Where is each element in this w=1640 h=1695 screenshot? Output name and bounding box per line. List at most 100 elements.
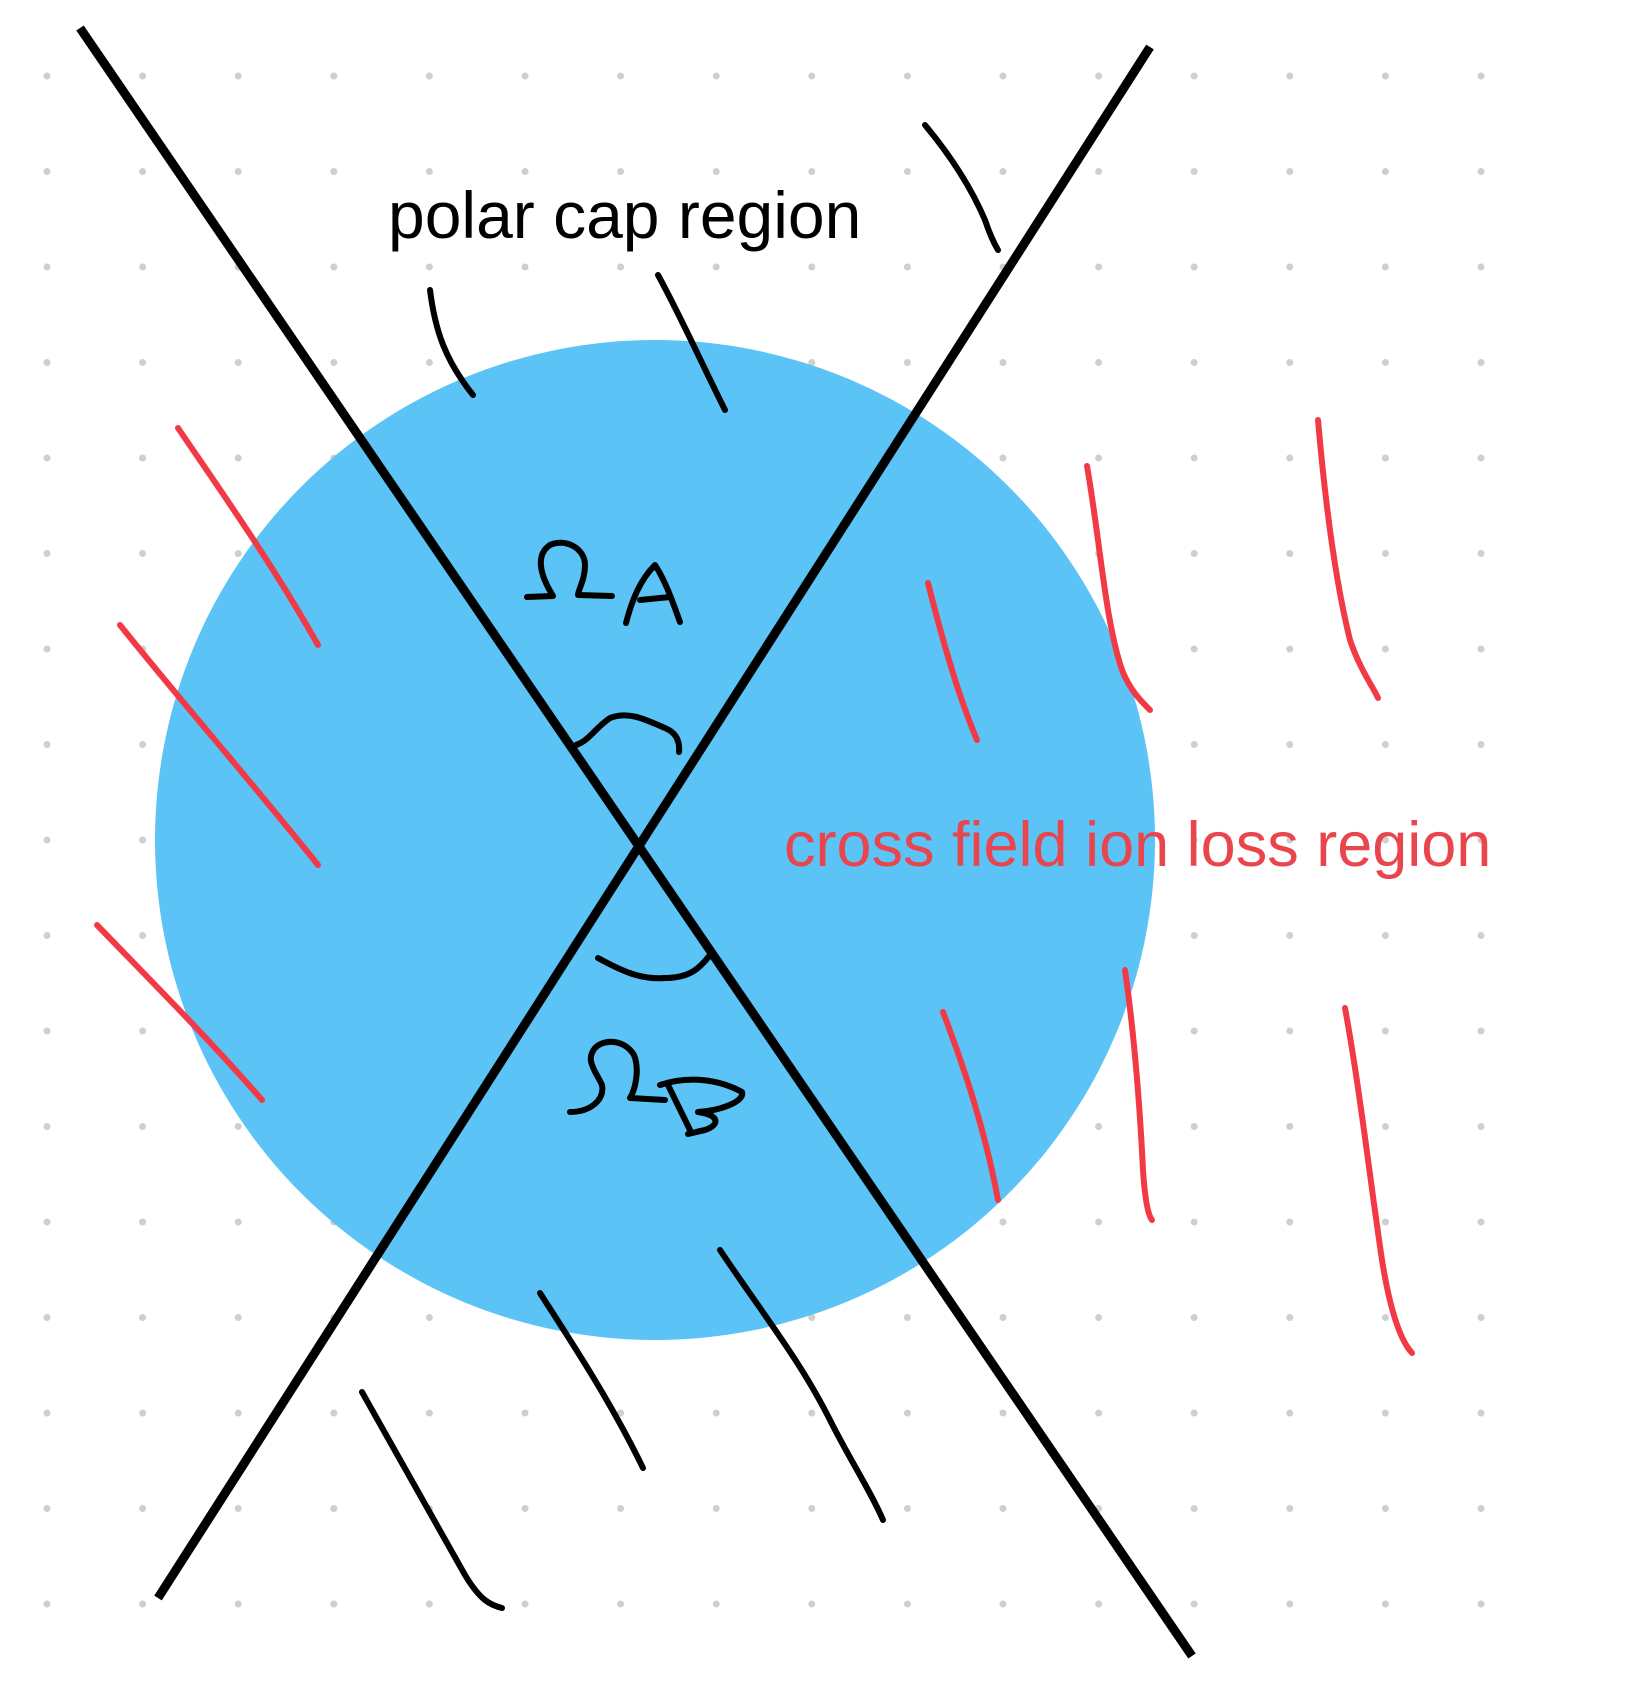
grid-dot	[1381, 550, 1389, 557]
red-hatch-stroke	[94, 922, 265, 1103]
grid-dot	[1286, 1314, 1294, 1321]
grid-dot	[1286, 741, 1294, 748]
grid-dot	[43, 1505, 51, 1512]
grid-dot	[1477, 1027, 1485, 1035]
grid-dot	[1095, 1409, 1103, 1417]
grid-dot	[1477, 1314, 1485, 1321]
grid-dot	[1477, 359, 1485, 366]
grid-dot	[139, 1314, 147, 1321]
grid-dot	[1190, 263, 1198, 271]
field-line-ascending	[154, 44, 1154, 1601]
grid-dot	[808, 72, 816, 80]
grid-dot	[1190, 1218, 1198, 1226]
grid-dot	[903, 72, 911, 80]
grid-dot	[1477, 1409, 1485, 1417]
black-hatch-stroke	[359, 1389, 505, 1611]
grid-dot	[1381, 1314, 1389, 1321]
grid-dot	[712, 168, 720, 175]
grid-dot	[43, 741, 51, 748]
red-hatch-stroke	[1342, 1005, 1415, 1356]
black-hatch-strokes	[359, 122, 1001, 1611]
omega-b-symbol	[567, 1038, 668, 1115]
grid-dot	[1286, 1505, 1294, 1512]
grid-dot	[139, 1027, 147, 1035]
grid-dot	[43, 72, 51, 80]
grid-dot	[999, 1314, 1007, 1321]
grid-dot	[999, 1218, 1007, 1226]
grid-dot	[1190, 1123, 1198, 1130]
grid-dot	[330, 1505, 338, 1512]
grid-dot	[425, 1600, 433, 1608]
grid-dot	[1095, 359, 1103, 366]
grid-dot	[521, 1600, 529, 1608]
angle-arcs	[573, 712, 713, 982]
grid-dot	[999, 1409, 1007, 1417]
grid-dot	[43, 359, 51, 366]
grid-dot	[521, 263, 529, 271]
grid-dot	[234, 1314, 242, 1321]
grid-dot	[1477, 454, 1485, 462]
grid-dot	[903, 1314, 911, 1321]
red-hatch-stroke	[175, 425, 321, 648]
grid-dot	[903, 263, 911, 271]
grid-dot	[712, 1505, 720, 1512]
grid-dot	[425, 1314, 433, 1321]
grid-dot	[1477, 550, 1485, 557]
black-hatch-stroke	[922, 122, 1001, 253]
red-hatch-stroke	[117, 622, 321, 868]
grid-dot	[1190, 1505, 1198, 1512]
grid-dot	[1286, 263, 1294, 271]
grid-dot	[425, 263, 433, 271]
grid-dot	[1477, 932, 1485, 939]
grid-dot	[1477, 741, 1485, 748]
grid-dot	[139, 836, 147, 844]
grid-dot	[234, 550, 242, 557]
grid-dot	[139, 1218, 147, 1226]
grid-dot	[234, 1218, 242, 1226]
grid-dot	[1190, 168, 1198, 175]
grid-dot	[43, 1027, 51, 1035]
grid-dot	[1286, 836, 1294, 844]
grid-dot	[330, 168, 338, 175]
black-hatch-stroke	[655, 272, 728, 413]
grid-dot	[43, 454, 51, 462]
grid-dot	[1477, 645, 1485, 653]
grid-dot	[1190, 72, 1198, 80]
black-hatch-stroke	[537, 1290, 646, 1471]
grid-dot	[234, 454, 242, 462]
grid-dot	[999, 454, 1007, 462]
upper-angle-arc	[573, 712, 683, 755]
grid-dot	[139, 932, 147, 939]
grid-dot	[521, 1409, 529, 1417]
grid-dot	[1286, 1600, 1294, 1608]
grid-dot	[617, 263, 625, 271]
grid-dot	[1381, 263, 1389, 271]
grid-dot	[330, 263, 338, 271]
red-hatch-stroke	[1084, 463, 1153, 713]
field-line-descending	[76, 25, 1196, 1659]
grid-dot	[1095, 168, 1103, 175]
grid-dot	[43, 645, 51, 653]
grid-dot	[1190, 932, 1198, 939]
grid-dot	[330, 1409, 338, 1417]
grid-dot	[1286, 932, 1294, 939]
grid-dot	[43, 168, 51, 175]
grid-dot	[1381, 359, 1389, 366]
grid-dot	[139, 1600, 147, 1608]
grid-dot	[521, 1505, 529, 1512]
grid-dot	[1381, 1218, 1389, 1226]
grid-dot	[1095, 1123, 1103, 1130]
grid-dot	[425, 168, 433, 175]
polar-cap-label: polar cap region	[388, 178, 861, 252]
red-hatch-strokes	[94, 417, 1415, 1356]
grid-dot	[808, 1409, 816, 1417]
grid-dot	[903, 359, 911, 366]
grid-dot	[1286, 1123, 1294, 1130]
black-hatch-stroke	[427, 287, 476, 398]
grid-dot	[139, 1123, 147, 1130]
grid-dot	[1286, 168, 1294, 175]
grid-dot	[43, 1314, 51, 1321]
grid-dot	[1477, 836, 1485, 844]
grid-dot	[712, 72, 720, 80]
black-hatch-stroke	[717, 1247, 886, 1523]
